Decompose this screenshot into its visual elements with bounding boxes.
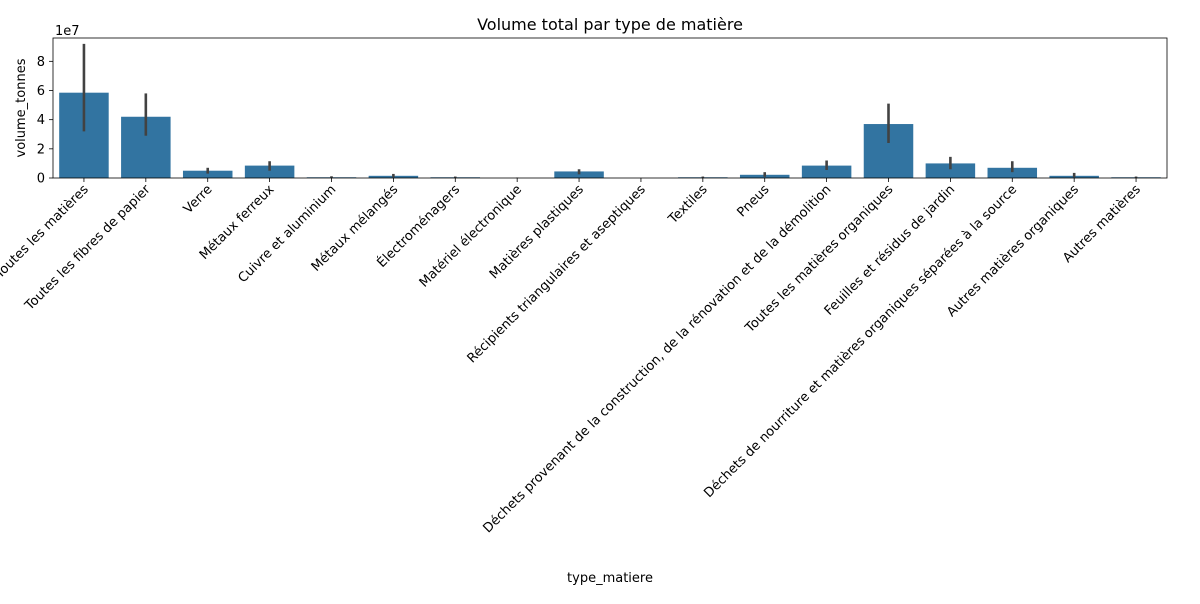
x-tick-label: Toutes les fibres de papier [22, 182, 154, 314]
y-axis-label: volume_tonnes [14, 58, 29, 157]
x-tick-label: Textiles [665, 182, 711, 228]
x-tick-label: Autres matières organiques [944, 182, 1082, 320]
plot-frame [52, 37, 1168, 179]
bar [925, 163, 976, 178]
y-axis-offset-label: 1e7 [55, 24, 80, 39]
y-tick-label: 6 [37, 84, 45, 99]
y-tick-label: 0 [37, 172, 45, 187]
x-tick-label: Feuilles et résidus de jardin [822, 182, 958, 318]
x-tick-label: Déchets de nourriture et matières organi… [701, 182, 1020, 501]
bar [554, 171, 604, 178]
x-tick-label: Verre [181, 182, 216, 217]
bar [801, 165, 852, 178]
y-tick-label: 4 [37, 113, 45, 128]
x-tick-label: Matériel électronique [417, 182, 525, 290]
y-tick-label: 2 [37, 142, 45, 157]
y-tick-label: 8 [37, 55, 45, 70]
x-axis-label: type_matiere [567, 571, 653, 586]
chart-title: Volume total par type de matière [477, 15, 743, 34]
x-tick-label: Pneus [734, 182, 772, 220]
bar [182, 170, 233, 178]
bar [987, 167, 1038, 178]
bar [244, 165, 295, 178]
